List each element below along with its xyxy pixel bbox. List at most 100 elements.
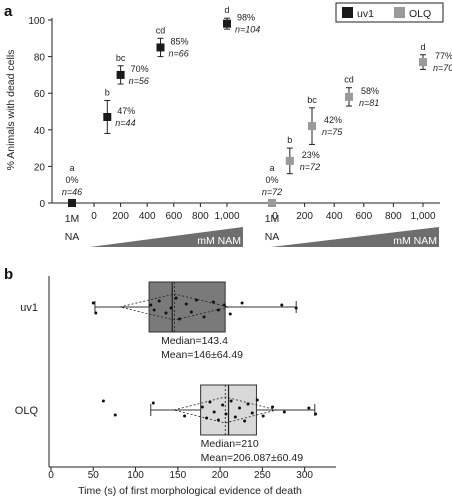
nam-label: mM NAM: [393, 235, 437, 247]
y-tick-label: 40: [34, 126, 46, 137]
pct-label: 23%: [302, 150, 320, 160]
observation-point: [178, 317, 182, 321]
na-label-line1: 1M: [265, 213, 280, 225]
observation-point: [224, 412, 228, 416]
legend-box: [335, 2, 444, 23]
median-text: Median=143.4: [161, 335, 228, 347]
observation-point: [282, 410, 286, 414]
mean-sd-diamond: [119, 293, 230, 321]
x-tick-label: 400: [139, 211, 156, 222]
y-tick-label: 0: [39, 199, 45, 210]
observation-point: [164, 311, 168, 315]
sig-letter: b: [105, 88, 110, 98]
observation-point: [169, 306, 173, 310]
x-tick-label: 1,000: [214, 211, 239, 222]
observation-point: [250, 411, 254, 415]
observation-point: [261, 414, 265, 418]
na-data-point: [68, 199, 76, 207]
observation-point: [205, 416, 209, 420]
y-axis-label: % Animals with dead cells: [5, 50, 17, 171]
b-x-axis-label: Time (s) of first morphological evidence…: [78, 485, 302, 497]
data-point: [116, 70, 125, 79]
data-point: [223, 19, 231, 28]
b-x-tick-label: 200: [212, 470, 229, 481]
panel-b-label: b: [4, 266, 13, 283]
observation-point: [157, 299, 161, 303]
n-label: n=56: [129, 76, 149, 86]
observation-point: [194, 298, 198, 302]
legend-swatch: [394, 7, 405, 18]
observation-point: [151, 401, 155, 405]
data-point: [345, 92, 353, 101]
data-point: [419, 58, 427, 67]
observation-point: [91, 301, 95, 305]
observation-point: [149, 303, 153, 307]
nam-gradient-wedge: [90, 227, 243, 247]
observation-point: [238, 406, 242, 410]
pct-label: 70%: [131, 64, 149, 74]
legend-swatch: [342, 7, 353, 18]
n-label: n=81: [359, 98, 379, 108]
na-sig-letter: a: [69, 163, 74, 173]
sig-letter: cd: [344, 75, 354, 85]
observation-point: [113, 413, 117, 417]
observation-point: [294, 306, 298, 310]
panel-a-label: a: [4, 3, 13, 20]
n-label: n=70: [433, 63, 452, 73]
x-tick-label: 800: [192, 211, 209, 222]
sig-letter: cd: [156, 25, 166, 35]
observation-point: [228, 312, 232, 316]
y-tick-label: 80: [34, 53, 46, 64]
na-label-line1: 1M: [65, 213, 80, 225]
observation-point: [94, 311, 98, 315]
n-label: n=72: [300, 162, 320, 172]
median-text: Median=210: [201, 438, 259, 450]
observation-point: [152, 308, 156, 312]
x-tick-label: 400: [326, 211, 343, 222]
n-label: n=44: [115, 118, 135, 128]
observation-point: [233, 415, 237, 419]
pct-label: 85%: [171, 36, 189, 46]
observation-point: [246, 402, 250, 406]
data-point: [308, 122, 316, 131]
x-tick-label: 600: [355, 211, 372, 222]
b-x-tick-label: 0: [48, 470, 54, 481]
observation-point: [202, 315, 206, 319]
sig-letter: b: [287, 135, 292, 145]
observation-point: [240, 301, 244, 305]
legend-label: uv1: [357, 8, 374, 20]
observation-point: [221, 403, 225, 407]
nam-gradient-wedge: [271, 227, 439, 247]
na-label-line2: NA: [265, 231, 280, 243]
n-label: n=104: [235, 25, 260, 35]
x-tick-label: 0: [91, 211, 97, 222]
x-tick-label: 600: [165, 211, 182, 222]
sig-letter: bc: [307, 95, 317, 105]
nam-label: mM NAM: [197, 235, 241, 247]
b-x-tick-label: 150: [169, 470, 186, 481]
observation-point: [222, 303, 226, 307]
observation-point: [189, 310, 193, 314]
observation-point: [101, 399, 105, 403]
row-label: OLQ: [15, 405, 39, 417]
observation-point: [200, 405, 204, 409]
observation-point: [216, 418, 220, 422]
observation-point: [212, 410, 216, 414]
b-x-tick-label: 250: [254, 470, 271, 481]
y-tick-label: 100: [28, 16, 45, 27]
observation-point: [280, 303, 284, 307]
observation-point: [211, 300, 215, 304]
b-x-tick-label: 300: [296, 470, 313, 481]
pct-label: 77%: [435, 51, 452, 61]
x-tick-label: 200: [296, 211, 313, 222]
row-label: uv1: [20, 302, 38, 314]
na-pct-label: 0%: [65, 175, 78, 185]
data-point: [285, 156, 294, 165]
legend-label: OLQ: [409, 8, 431, 20]
na-label-line2: NA: [65, 231, 80, 243]
data-point: [156, 43, 165, 52]
na-pct-label: 0%: [265, 175, 278, 185]
pct-label: 58%: [361, 86, 379, 96]
